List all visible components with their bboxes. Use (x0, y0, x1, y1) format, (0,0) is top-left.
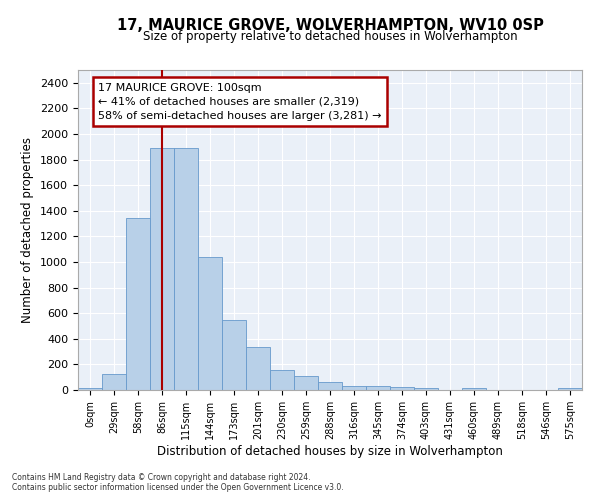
Bar (342, 386, 366, 390)
Bar (294, 376, 318, 390)
Text: Contains public sector information licensed under the Open Government Licence v3: Contains public sector information licen… (12, 484, 344, 492)
Bar (246, 347, 270, 390)
Y-axis label: Number of detached properties: Number of detached properties (22, 137, 34, 323)
Bar (198, 257, 222, 390)
X-axis label: Distribution of detached houses by size in Wolverhampton: Distribution of detached houses by size … (157, 445, 503, 458)
Bar (366, 386, 390, 390)
Bar (126, 218, 150, 390)
Bar (462, 388, 486, 390)
Bar (318, 382, 342, 390)
Text: Size of property relative to detached houses in Wolverhampton: Size of property relative to detached ho… (143, 30, 517, 43)
Text: 17, MAURICE GROVE, WOLVERHAMPTON, WV10 0SP: 17, MAURICE GROVE, WOLVERHAMPTON, WV10 0… (116, 18, 544, 32)
Bar (270, 370, 294, 390)
Bar (222, 320, 246, 390)
Bar (102, 374, 126, 390)
Bar (174, 148, 198, 390)
Bar (390, 387, 414, 390)
Bar (150, 148, 174, 390)
Text: Contains HM Land Registry data © Crown copyright and database right 2024.: Contains HM Land Registry data © Crown c… (12, 474, 311, 482)
Text: 17 MAURICE GROVE: 100sqm
← 41% of detached houses are smaller (2,319)
58% of sem: 17 MAURICE GROVE: 100sqm ← 41% of detach… (98, 83, 382, 121)
Bar (414, 388, 438, 390)
Bar (78, 388, 102, 390)
Bar (558, 388, 582, 390)
